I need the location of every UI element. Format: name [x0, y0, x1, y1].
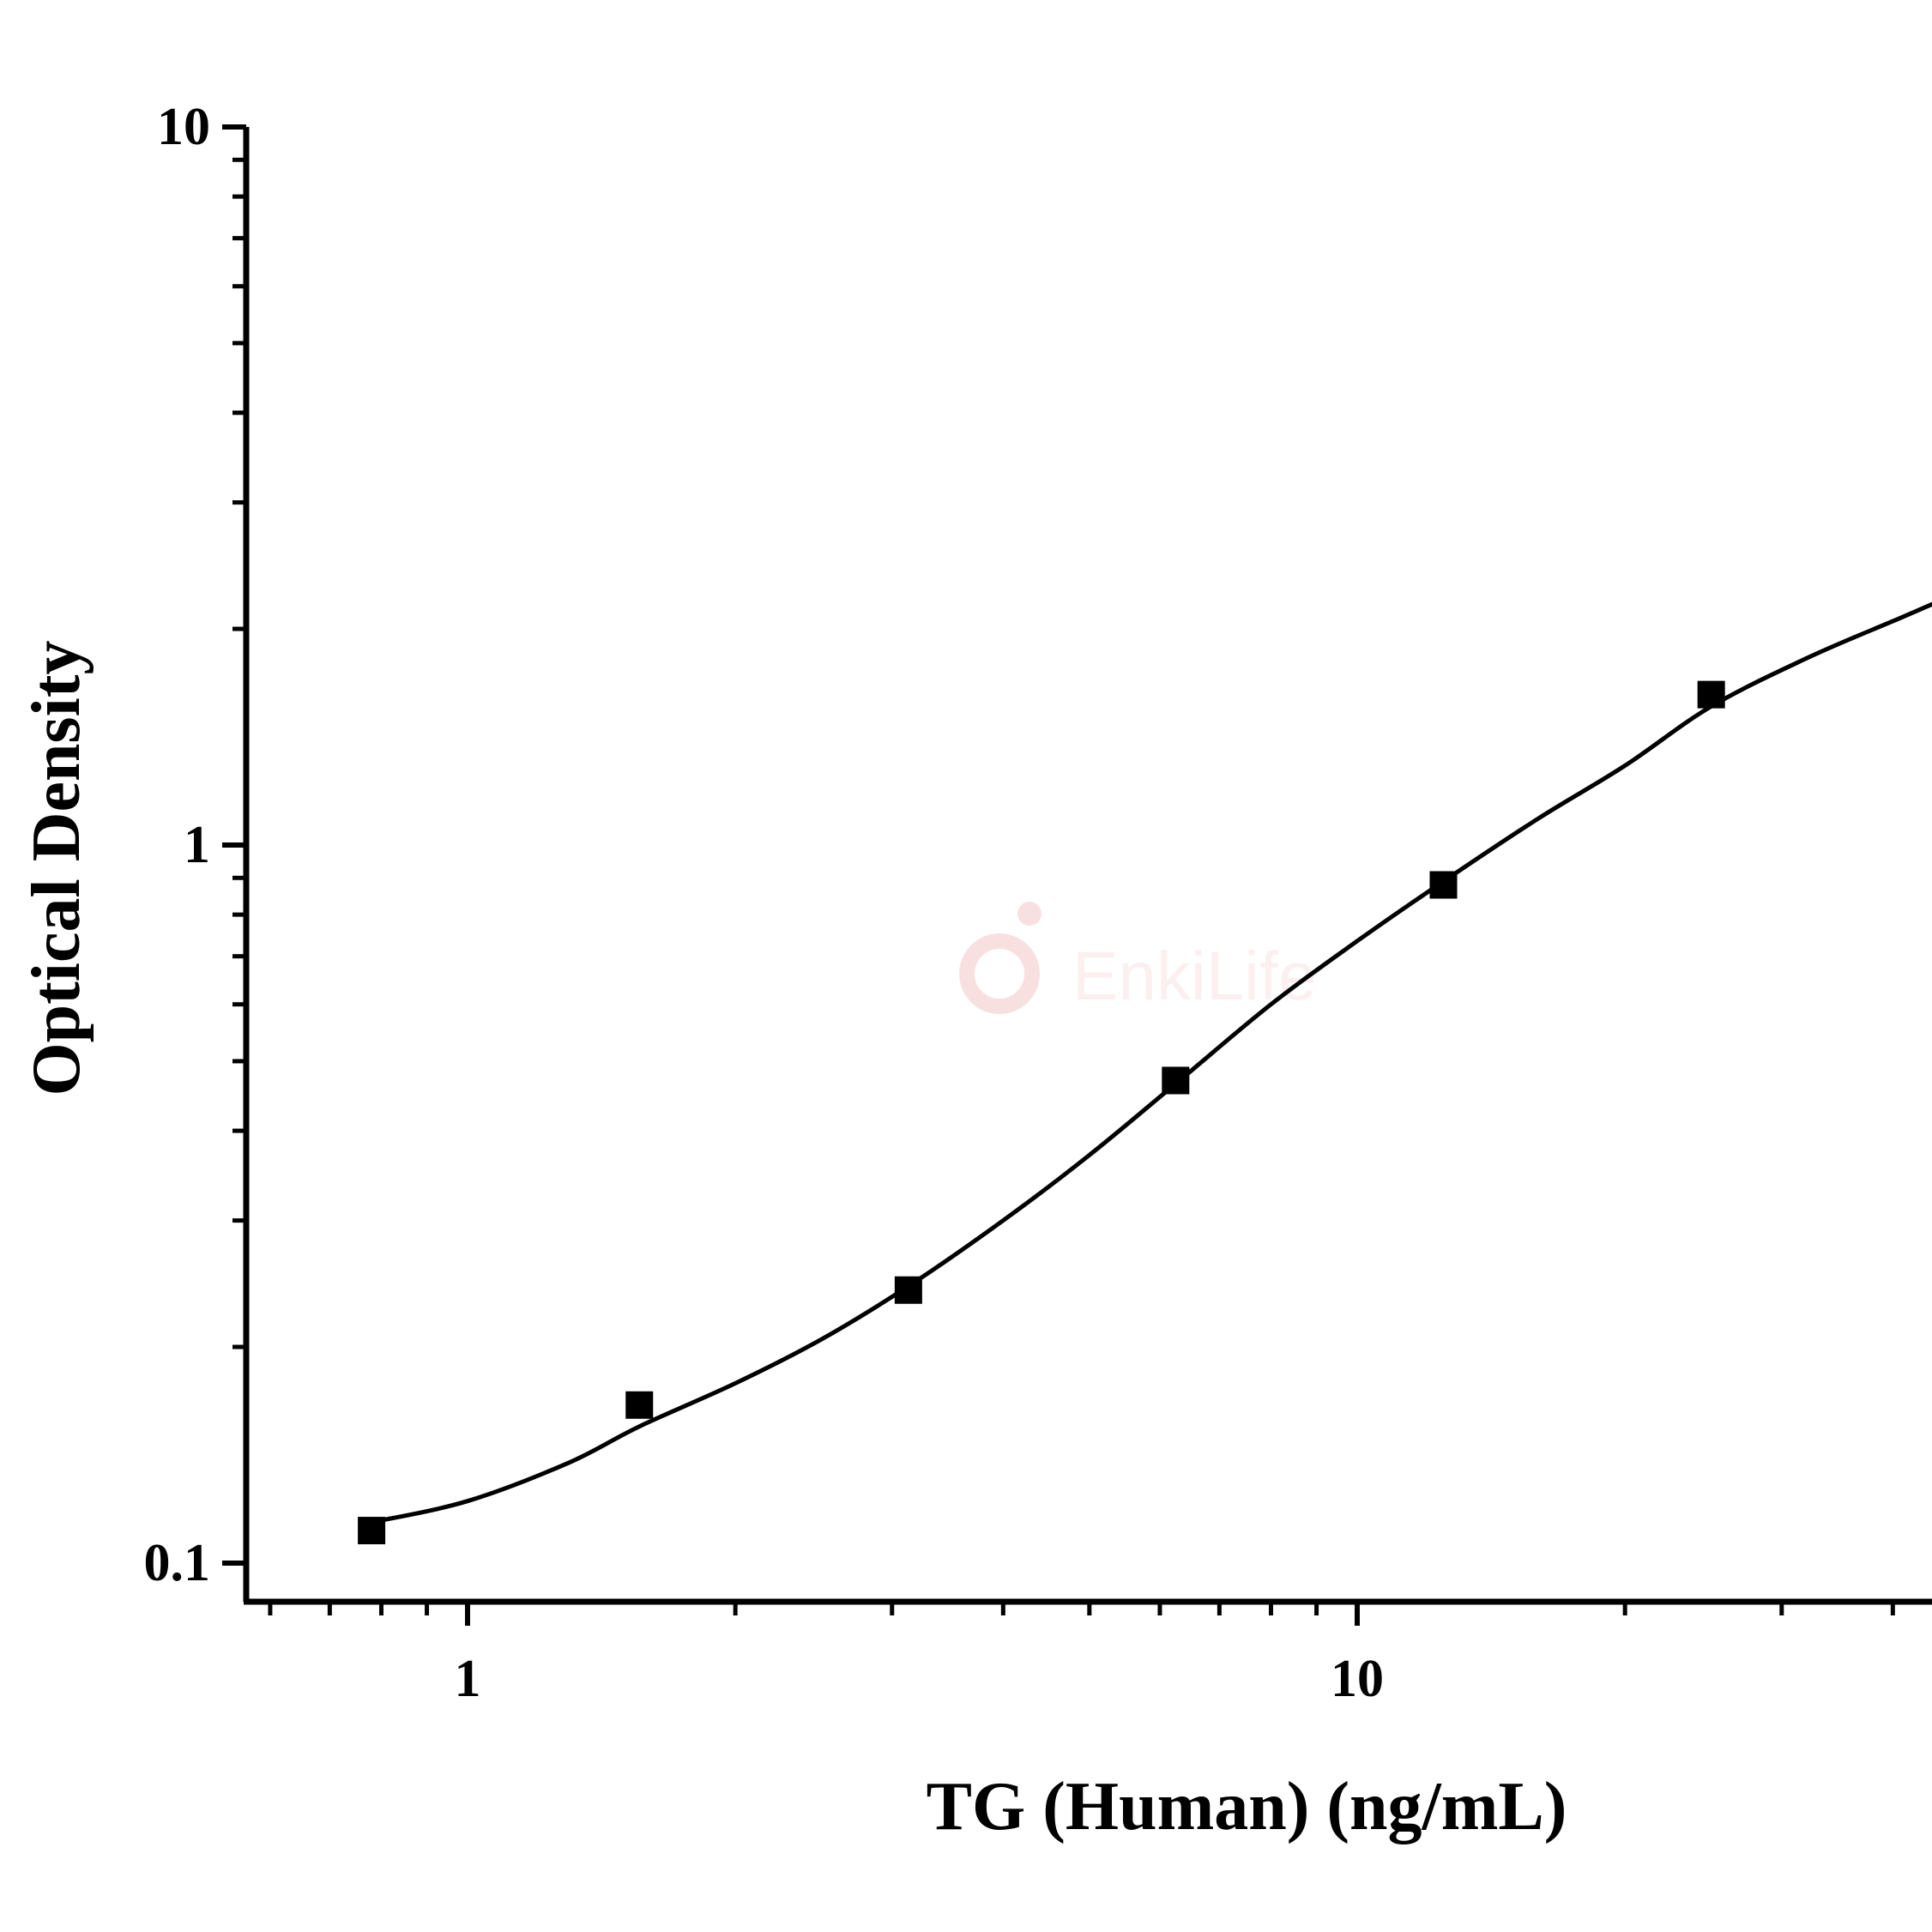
- data-point: [1697, 680, 1725, 709]
- axes: 0.1 1 10 1 10: [144, 98, 1932, 1708]
- y-tick-label: 0.1: [144, 1534, 211, 1592]
- data-point: [625, 1391, 654, 1419]
- watermark-logo-icon: [959, 933, 1040, 1014]
- data-point: [1162, 1066, 1190, 1095]
- watermark: EnkiLife: [959, 902, 1317, 1014]
- x-axis-title: TG (Human) (ng/mL): [927, 1769, 1567, 1844]
- data-point: [358, 1517, 386, 1545]
- data-point: [894, 1276, 922, 1304]
- x-tick-label: 10: [1331, 1650, 1384, 1708]
- watermark-text: EnkiLife: [1072, 938, 1317, 1014]
- y-tick-label: 10: [157, 98, 210, 156]
- watermark-logo-dot-icon: [1017, 902, 1041, 926]
- data-point: [1429, 871, 1458, 899]
- y-axis-title: Optical Density: [19, 640, 94, 1096]
- x-tick-label: 1: [455, 1650, 481, 1708]
- data-points-layer: [358, 680, 1725, 1545]
- y-tick-label: 1: [184, 816, 210, 874]
- fit-curve-line: [371, 601, 1932, 1524]
- fit-curve-layer: [371, 601, 1932, 1524]
